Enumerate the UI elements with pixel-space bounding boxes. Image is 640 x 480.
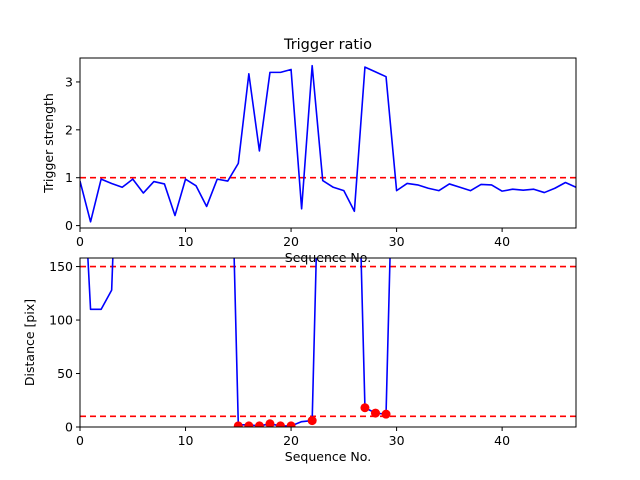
data-point xyxy=(265,419,275,427)
y-tick-label: 50 xyxy=(57,366,73,381)
y-tick-label: 100 xyxy=(49,313,73,328)
data-point xyxy=(381,409,391,419)
data-point xyxy=(254,421,264,427)
plot-area xyxy=(80,64,576,223)
x-tick-label: 0 xyxy=(76,433,84,448)
series-line-0 xyxy=(80,64,576,223)
data-point xyxy=(370,408,380,418)
data-point xyxy=(286,421,296,427)
plot-frame xyxy=(79,257,577,428)
data-point xyxy=(307,416,317,426)
x-tick-label: 40 xyxy=(494,433,510,448)
data-point xyxy=(360,403,370,413)
data-point xyxy=(244,421,254,427)
x-tick-label: 20 xyxy=(283,433,299,448)
trigger-ratio-chart: Trigger ratio Trigger strength Sequence … xyxy=(41,37,577,265)
y-axis-label: Trigger strength xyxy=(41,93,56,194)
y-axis-label: Distance [pix] xyxy=(22,299,37,386)
x-tick-label: 20 xyxy=(283,234,299,249)
series-line-0 xyxy=(87,258,391,427)
distance-chart: Distance [pix] Sequence No. 0 10 20 30 40 0 50… xyxy=(22,257,577,464)
y-tick-label: 1 xyxy=(65,170,73,185)
x-tick-label: 30 xyxy=(389,234,405,249)
x-tick-label: 40 xyxy=(494,234,510,249)
y-tick-label: 0 xyxy=(65,420,73,435)
x-tick-label: 10 xyxy=(178,433,194,448)
x-tick-label: 10 xyxy=(178,234,194,249)
y-tick-label: 2 xyxy=(65,122,73,137)
data-point xyxy=(233,421,243,427)
data-point xyxy=(276,421,286,427)
plot-area xyxy=(80,258,576,427)
plot-frame xyxy=(79,57,577,229)
x-axis-label: Sequence No. xyxy=(285,449,371,464)
y-tick-label: 150 xyxy=(49,259,73,274)
y-tick-label: 3 xyxy=(65,74,73,89)
chart-title: Trigger ratio xyxy=(283,37,372,53)
x-tick-label: 30 xyxy=(389,433,405,448)
x-tick-label: 0 xyxy=(76,234,84,249)
y-tick-label: 0 xyxy=(65,218,73,233)
